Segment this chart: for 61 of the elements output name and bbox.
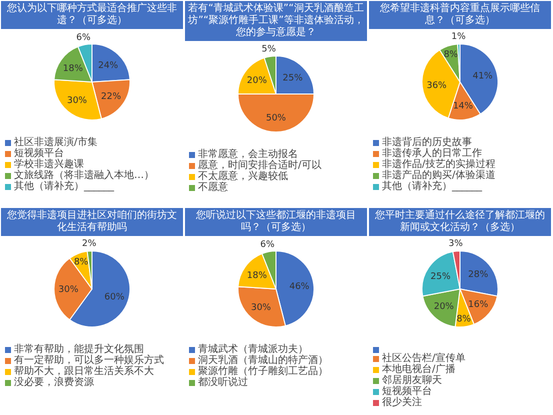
data-label: 30% bbox=[66, 96, 88, 106]
legend-label: 本地电视台/广播 bbox=[382, 364, 456, 375]
data-label: 36% bbox=[426, 80, 448, 91]
data-label: 20% bbox=[434, 302, 454, 312]
legend-label: 社区公告栏/宣传单 bbox=[382, 353, 466, 364]
data-label: 3% bbox=[448, 239, 464, 250]
legend-label: 不愿意 bbox=[198, 182, 228, 193]
chart-title: 您听说过以下这些都江堰的非遗项目吗？（可多选） bbox=[185, 208, 367, 236]
legend-label: 帮助不大，跟日常生活关系不大 bbox=[14, 366, 154, 377]
data-label: 6% bbox=[76, 32, 91, 43]
data-label: 25% bbox=[282, 73, 304, 84]
data-label: 60% bbox=[104, 292, 125, 302]
legend-label: 没必要，浪费资源 bbox=[14, 377, 94, 388]
legend-label: 非常有帮助，能提升文化氛围 bbox=[14, 344, 144, 355]
chart-title: 若有“青城武术体验课”“洞天乳酒酿造工坊”“聚源竹雕手工课”等非遗体验活动，您的参与意愿是？ bbox=[185, 1, 367, 41]
chart-title: 您平时主要通过什么途径了解都江堰的新闻或文化活动？（多选） bbox=[369, 208, 551, 236]
chart-title: 您觉得非遗项目进社区对咱们的街坊文化生活有帮助吗 bbox=[1, 208, 183, 236]
legend-label: 愿意，时间安排合适时/可以 bbox=[198, 160, 322, 171]
data-label: 50% bbox=[266, 114, 286, 124]
data-label: 18% bbox=[62, 64, 84, 74]
legend-label: 洞天乳酒（青城山的特产酒） bbox=[198, 355, 328, 366]
legend-label: 其他（请补充）______ bbox=[14, 181, 114, 192]
data-label: 6% bbox=[260, 240, 275, 250]
legend-label: 聚源竹雕（竹子雕刻工艺品） bbox=[198, 366, 328, 377]
chart-title: 您希望非遗科普内容重点展示哪些信息？（可多选） bbox=[369, 1, 551, 29]
legend-label: 青城武术（青城派功夫） bbox=[198, 344, 308, 355]
legend-label: 短视频平台 bbox=[382, 386, 432, 397]
data-label: 28% bbox=[468, 270, 489, 280]
legend-label: 邻居朋友聊天 bbox=[382, 375, 442, 386]
data-label: 46% bbox=[289, 282, 310, 292]
data-label: 25% bbox=[430, 272, 451, 282]
legend-label: 学校非遗兴趣课 bbox=[14, 159, 84, 170]
legend-label: 非遗产品的购买/体验渠道 bbox=[382, 170, 496, 181]
data-label: 18% bbox=[246, 271, 268, 282]
data-label: 16% bbox=[468, 300, 489, 310]
data-label: 8% bbox=[444, 50, 458, 60]
data-label: 8% bbox=[74, 257, 89, 268]
legend-label: 都没听说过 bbox=[198, 377, 248, 388]
data-label: 2% bbox=[82, 239, 97, 250]
legend-label: 非遗传承人的日常工作 bbox=[382, 148, 482, 159]
data-label: 22% bbox=[101, 92, 122, 102]
data-label: 1% bbox=[451, 32, 466, 42]
legend-label: 非遗背后的历史故事 bbox=[382, 137, 472, 148]
legend-label: 很少关注 bbox=[382, 397, 422, 408]
legend-label: 不太愿意，兴趣较低 bbox=[198, 171, 288, 182]
data-label: 14% bbox=[452, 101, 474, 112]
legend-label: 文旅线路（将非遗融入本地…） bbox=[14, 170, 154, 181]
legend-label: 其他（请补充）______ bbox=[382, 181, 482, 192]
legend-label: 有一定帮助，可以多一种娱乐方式 bbox=[14, 355, 164, 366]
legend-label: 非遗作品/技艺的实操过程 bbox=[382, 159, 496, 170]
data-label: 5% bbox=[262, 44, 276, 55]
data-label: 30% bbox=[250, 303, 272, 314]
legend-label: 非常愿意，会主动报名 bbox=[198, 149, 298, 160]
data-label: 24% bbox=[98, 60, 119, 71]
data-label: 20% bbox=[246, 76, 268, 86]
legend-label: 短视频平台 bbox=[14, 148, 64, 159]
chart-title: 您认为以下哪种方式最适合推广这些非遗？（可多选） bbox=[1, 1, 183, 29]
data-label: 30% bbox=[58, 285, 79, 295]
data-label: 41% bbox=[472, 71, 494, 82]
legend-label: 社区非遗展演/市集 bbox=[14, 137, 98, 148]
data-label: 8% bbox=[456, 314, 472, 324]
